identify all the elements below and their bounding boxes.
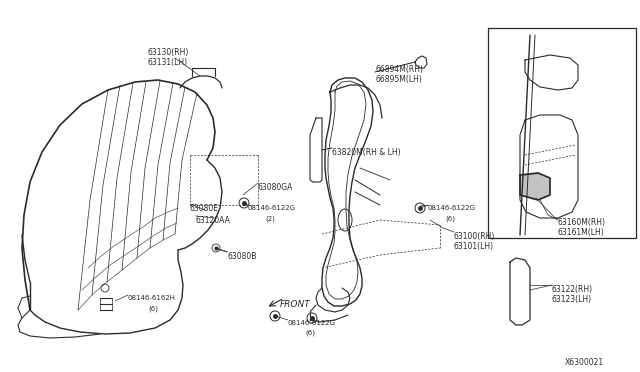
Text: 63120AA: 63120AA bbox=[196, 216, 231, 225]
Text: (6): (6) bbox=[148, 305, 158, 311]
Text: (6): (6) bbox=[445, 215, 455, 221]
Text: 08146-6162H: 08146-6162H bbox=[128, 295, 176, 301]
Text: 08146-6122G: 08146-6122G bbox=[248, 205, 296, 211]
Text: 66894M(RH): 66894M(RH) bbox=[375, 65, 423, 74]
Text: (6): (6) bbox=[305, 330, 315, 337]
Text: 63101(LH): 63101(LH) bbox=[454, 242, 494, 251]
Text: 08146-6122G: 08146-6122G bbox=[428, 205, 476, 211]
Text: 63130(RH): 63130(RH) bbox=[148, 48, 189, 57]
Text: (2): (2) bbox=[265, 215, 275, 221]
Text: 63080E: 63080E bbox=[190, 204, 219, 213]
Text: 63123(LH): 63123(LH) bbox=[552, 295, 592, 304]
Text: 08146-6122G: 08146-6122G bbox=[288, 320, 336, 326]
Text: 63122(RH): 63122(RH) bbox=[552, 285, 593, 294]
Text: X6300021: X6300021 bbox=[565, 358, 604, 367]
Polygon shape bbox=[520, 173, 550, 200]
Bar bbox=[488, 28, 636, 238]
Text: 63131(LH): 63131(LH) bbox=[148, 58, 188, 67]
Text: 63160M(RH): 63160M(RH) bbox=[558, 218, 606, 227]
Text: 63820M(RH & LH): 63820M(RH & LH) bbox=[332, 148, 401, 157]
Text: 63100(RH): 63100(RH) bbox=[454, 232, 495, 241]
Text: 63161M(LH): 63161M(LH) bbox=[558, 228, 605, 237]
Text: 63080B: 63080B bbox=[228, 252, 257, 261]
Text: FRONT: FRONT bbox=[280, 300, 311, 309]
Text: 63080GA: 63080GA bbox=[258, 183, 293, 192]
Text: 66895M(LH): 66895M(LH) bbox=[375, 75, 422, 84]
